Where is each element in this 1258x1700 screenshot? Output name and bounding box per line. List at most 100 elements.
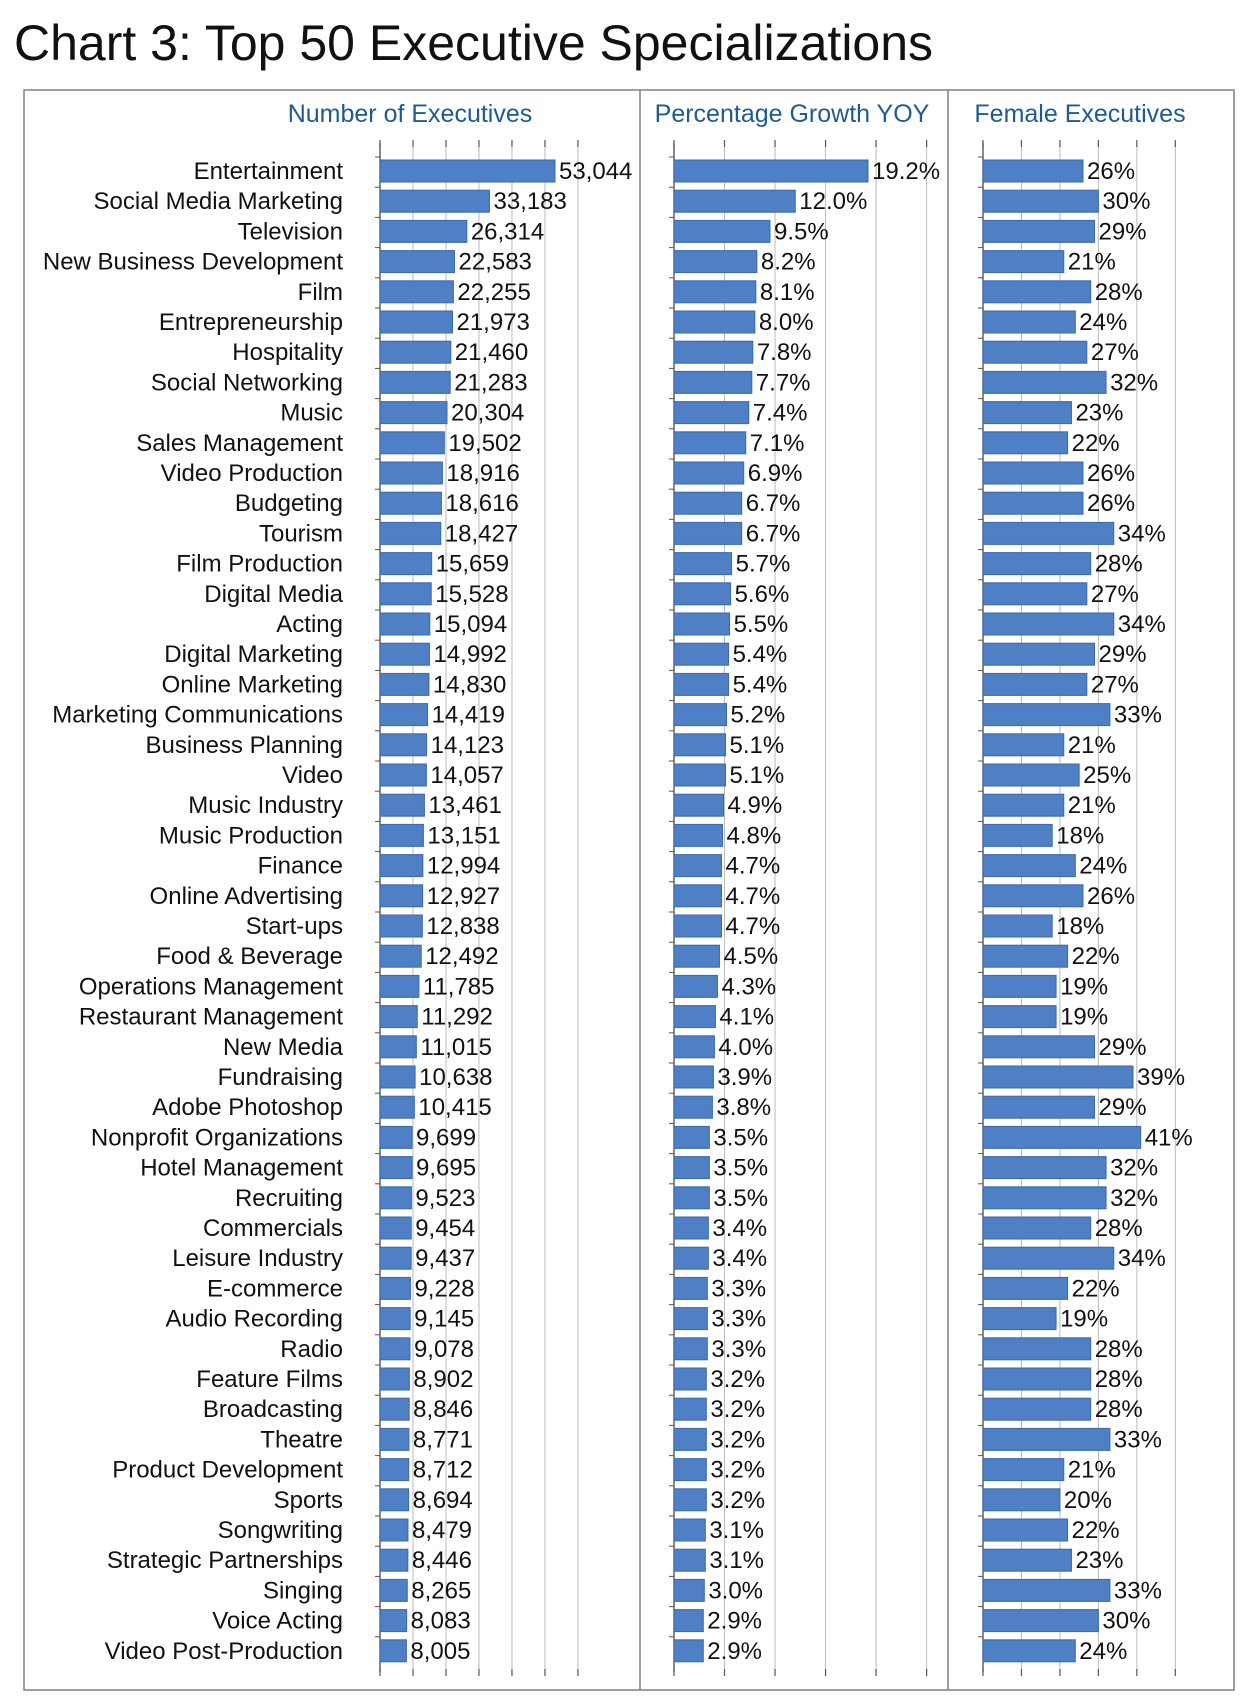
bar-number-of-executives <box>379 370 451 394</box>
bar-female-executives <box>982 612 1115 636</box>
data-label: 8,083 <box>411 1608 471 1635</box>
data-label: 8,265 <box>411 1577 471 1604</box>
bar-female-executives <box>982 733 1065 757</box>
category-label: Business Planning <box>146 732 343 759</box>
category-label: Film Production <box>176 551 343 578</box>
bar-percentage-growth-yoy <box>673 1518 706 1542</box>
data-label: 11,015 <box>420 1034 492 1061</box>
bar-percentage-growth-yoy <box>673 1095 713 1119</box>
data-label: 3.8% <box>716 1094 771 1121</box>
bar-percentage-growth-yoy <box>673 733 727 757</box>
data-label: 8,479 <box>412 1517 472 1544</box>
bar-number-of-executives <box>379 1246 412 1270</box>
data-label: 8,712 <box>413 1457 473 1484</box>
bar-female-executives <box>982 1639 1076 1663</box>
data-label: 13,151 <box>427 822 500 849</box>
category-label: New Business Development <box>43 249 343 276</box>
category-label: Operations Management <box>79 973 343 1000</box>
bar-percentage-growth-yoy <box>673 914 722 938</box>
bar-number-of-executives <box>379 1488 410 1512</box>
data-label: 29% <box>1099 1094 1147 1121</box>
data-label: 24% <box>1079 1638 1127 1665</box>
data-label: 27% <box>1091 339 1139 366</box>
category-label: Acting <box>276 611 343 638</box>
panel-number-of-executives: Number of Executives 53,044 33,183 26,314 22… <box>288 100 632 1676</box>
bar-percentage-growth-yoy <box>673 763 727 787</box>
data-label: 9,228 <box>414 1275 474 1302</box>
data-label: 3.3% <box>711 1336 766 1363</box>
bar-number-of-executives <box>379 1216 412 1240</box>
category-label: Digital Media <box>204 581 343 608</box>
bar-number-of-executives <box>379 1186 412 1210</box>
data-label: 3.2% <box>710 1457 765 1484</box>
bar-percentage-growth-yoy <box>673 310 756 334</box>
bar-female-executives <box>982 491 1084 515</box>
data-label: 9,699 <box>416 1124 476 1151</box>
bar-female-executives <box>982 1458 1065 1482</box>
data-label: 14,057 <box>430 762 503 789</box>
data-label: 8,902 <box>413 1366 473 1393</box>
bar-number-of-executives <box>379 189 490 213</box>
bar-female-executives <box>982 854 1076 878</box>
category-label: Theatre <box>260 1426 343 1453</box>
data-label: 4.7% <box>725 883 780 910</box>
data-label: 8,446 <box>412 1547 472 1574</box>
data-label: 28% <box>1095 1215 1143 1242</box>
bar-number-of-executives <box>379 1367 410 1391</box>
bar-number-of-executives <box>379 521 442 545</box>
category-label: Strategic Partnerships <box>107 1547 343 1574</box>
data-label: 18,427 <box>445 520 518 547</box>
data-label: 33% <box>1114 1426 1162 1453</box>
bar-percentage-growth-yoy <box>673 1578 705 1602</box>
data-label: 3.2% <box>710 1396 765 1423</box>
bar-number-of-executives <box>379 1337 411 1361</box>
data-label: 6.9% <box>748 460 803 487</box>
bar-number-of-executives <box>379 1609 408 1633</box>
bar-female-executives <box>982 974 1057 998</box>
data-label: 32% <box>1110 1155 1158 1182</box>
category-label: Entrepreneurship <box>159 309 343 336</box>
data-label: 3.2% <box>710 1366 765 1393</box>
bar-female-executives <box>982 552 1092 576</box>
bar-percentage-growth-yoy <box>673 1639 704 1663</box>
bar-female-executives <box>982 884 1084 908</box>
category-label: Video Post-Production <box>105 1638 343 1665</box>
data-label: 22% <box>1072 1275 1120 1302</box>
data-label: 5.4% <box>733 641 788 668</box>
data-label: 4.5% <box>723 943 778 970</box>
data-label: 28% <box>1095 1396 1143 1423</box>
data-label: 4.1% <box>719 1004 774 1031</box>
bar-percentage-growth-yoy <box>673 1216 709 1240</box>
category-label: Music Production <box>159 822 343 849</box>
bar-female-executives <box>982 1427 1111 1451</box>
bar-female-executives <box>982 672 1088 696</box>
data-label: 21% <box>1068 732 1116 759</box>
bar-percentage-growth-yoy <box>673 884 722 908</box>
data-label: 3.1% <box>709 1517 764 1544</box>
bar-female-executives <box>982 340 1088 364</box>
data-label: 28% <box>1095 1366 1143 1393</box>
data-label: 3.1% <box>709 1547 764 1574</box>
category-label: Online Marketing <box>162 671 343 698</box>
category-label: Television <box>238 218 343 245</box>
category-label: Film <box>298 279 343 306</box>
bar-female-executives <box>982 1609 1099 1633</box>
data-label: 18% <box>1056 913 1104 940</box>
data-label: 28% <box>1095 1336 1143 1363</box>
data-label: 2.9% <box>707 1608 762 1635</box>
category-label: Leisure Industry <box>172 1245 343 1272</box>
bar-female-executives <box>982 703 1111 727</box>
bar-female-executives <box>982 1125 1142 1149</box>
data-label: 19% <box>1060 973 1108 1000</box>
data-label: 27% <box>1091 581 1139 608</box>
bar-number-of-executives <box>379 1276 411 1300</box>
bar-percentage-growth-yoy <box>673 1397 707 1421</box>
data-label: 4.7% <box>725 913 780 940</box>
data-label: 3.3% <box>711 1275 766 1302</box>
category-labels: Entertainment Social Media Marketing Telev… <box>43 158 344 1665</box>
bar-female-executives <box>982 642 1096 666</box>
bar-percentage-growth-yoy <box>673 854 722 878</box>
bar-number-of-executives <box>379 552 433 576</box>
data-label: 9,145 <box>414 1306 474 1333</box>
